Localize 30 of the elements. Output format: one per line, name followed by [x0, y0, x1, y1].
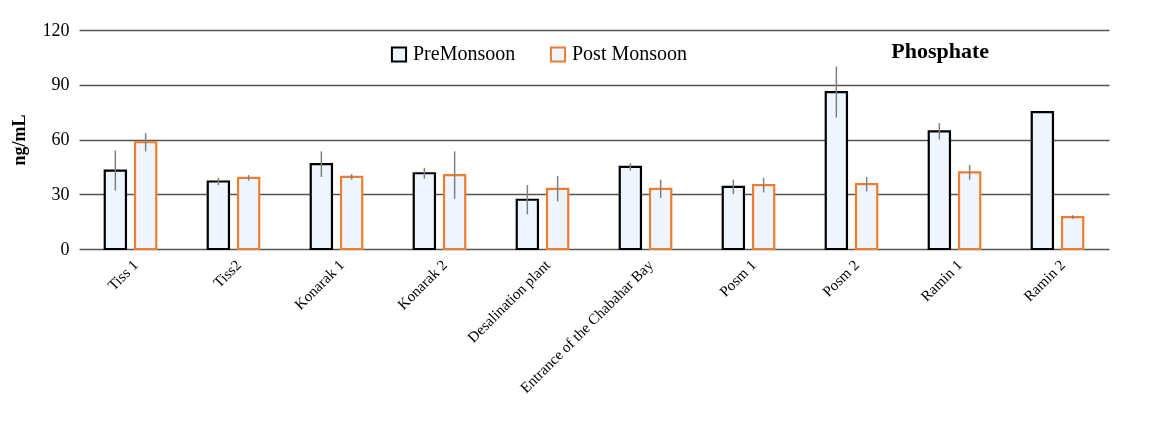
bar [133, 141, 158, 251]
bar [1060, 215, 1085, 251]
bar [854, 183, 879, 251]
bar [751, 184, 776, 251]
legend-label: Post Monsoon [572, 42, 688, 65]
bar [309, 163, 334, 251]
bar [545, 187, 570, 251]
y-axis-title: ng/mL [8, 114, 29, 166]
y-tick-label: 90 [51, 74, 70, 95]
bar [957, 171, 982, 251]
bar [412, 172, 437, 251]
bar [236, 176, 261, 251]
bar [721, 185, 746, 251]
chart-title: Phosphate [891, 38, 990, 63]
bar [206, 180, 231, 251]
y-tick-label: 0 [60, 238, 70, 259]
bar [1030, 111, 1055, 251]
bar [927, 130, 952, 251]
y-tick-label: 60 [51, 129, 70, 149]
bar [515, 198, 540, 251]
bar [618, 165, 643, 251]
bar [103, 169, 128, 251]
bar [648, 187, 673, 251]
y-tick-label: 30 [51, 183, 70, 204]
bar [824, 90, 849, 251]
legend-label: PreMonsoon [413, 42, 516, 65]
bar [339, 175, 364, 251]
y-tick-label: 120 [42, 19, 70, 40]
x-tick-label: Tiss 1 [104, 256, 142, 294]
bar [442, 173, 467, 251]
